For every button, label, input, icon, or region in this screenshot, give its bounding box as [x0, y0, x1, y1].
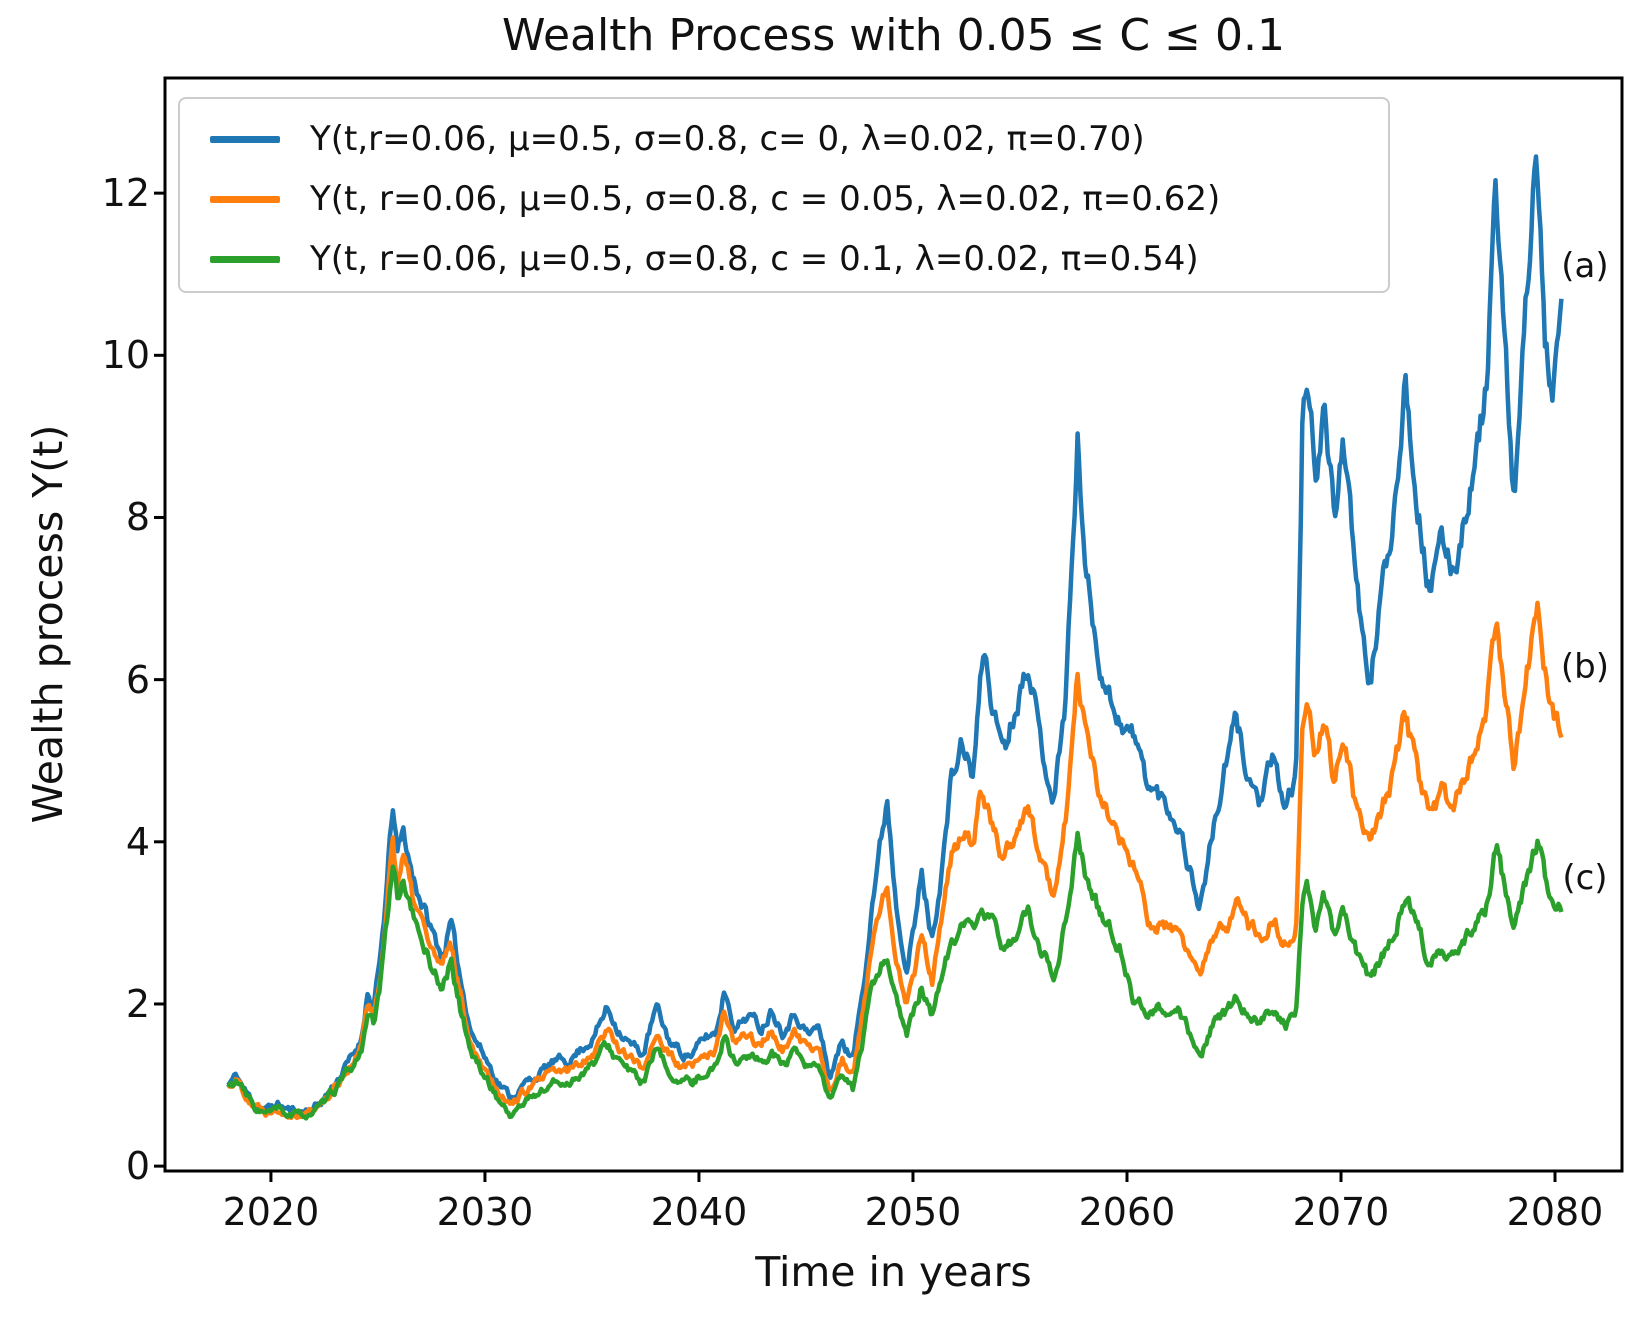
axes-frame [163, 76, 1624, 1173]
x-tick-label: 2030 [436, 1190, 534, 1234]
x-tick-label: 2070 [1292, 1190, 1390, 1234]
legend-label: Y(t, r=0.06, μ=0.5, σ=0.8, c = 0.05, λ=0… [310, 179, 1221, 219]
x-axis-label: Time in years [755, 1248, 1032, 1296]
legend-line-swatch-green [210, 255, 280, 263]
series-line-2 [226, 830, 1564, 1121]
y-tick-label: 0 [125, 1144, 150, 1189]
x-tick-label: 2080 [1506, 1190, 1604, 1234]
legend-entry-a: Y(t,r=0.06, μ=0.5, σ=0.8, c= 0, λ=0.02, … [204, 109, 1388, 169]
series-line-0 [226, 154, 1564, 1118]
annotation-c: (c) [1562, 858, 1608, 899]
y-tick-label: 8 [125, 495, 150, 540]
y-tick-label: 12 [101, 171, 150, 216]
x-tick-label: 2060 [1078, 1190, 1176, 1234]
legend-label: Y(t,r=0.06, μ=0.5, σ=0.8, c= 0, λ=0.02, … [310, 119, 1145, 159]
series-line-1 [227, 600, 1564, 1121]
y-tick-label: 10 [101, 333, 150, 378]
annotation-b: (b) [1560, 647, 1610, 688]
legend-entry-b: Y(t, r=0.06, μ=0.5, σ=0.8, c = 0.05, λ=0… [204, 169, 1388, 229]
legend-box: Y(t,r=0.06, μ=0.5, σ=0.8, c= 0, λ=0.02, … [178, 97, 1390, 293]
chart-title: Wealth Process with 0.05 ≤ C ≤ 0.1 [502, 10, 1285, 61]
legend-line-swatch-blue [210, 135, 280, 143]
legend-entry-c: Y(t, r=0.06, μ=0.5, σ=0.8, c = 0.1, λ=0.… [204, 229, 1388, 289]
x-tick-label: 2040 [650, 1190, 748, 1234]
x-tick-label: 2050 [864, 1190, 962, 1234]
y-tick-label: 4 [125, 819, 150, 864]
y-tick-label: 2 [125, 981, 150, 1026]
y-tick-label: 6 [125, 657, 150, 702]
annotation-a: (a) [1561, 246, 1609, 287]
legend-label: Y(t, r=0.06, μ=0.5, σ=0.8, c = 0.1, λ=0.… [310, 239, 1199, 279]
x-tick-label: 2020 [222, 1190, 320, 1234]
legend-line-swatch-orange [210, 195, 280, 203]
